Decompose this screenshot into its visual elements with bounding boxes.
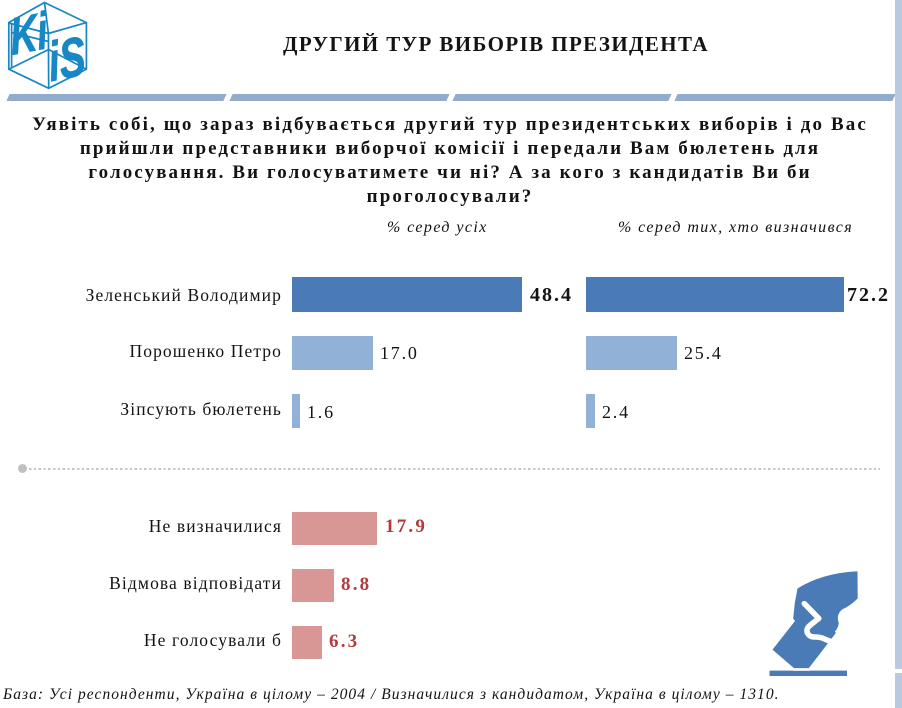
svg-text:iS: iS [45,25,88,95]
svg-text:Ki: Ki [8,1,51,67]
